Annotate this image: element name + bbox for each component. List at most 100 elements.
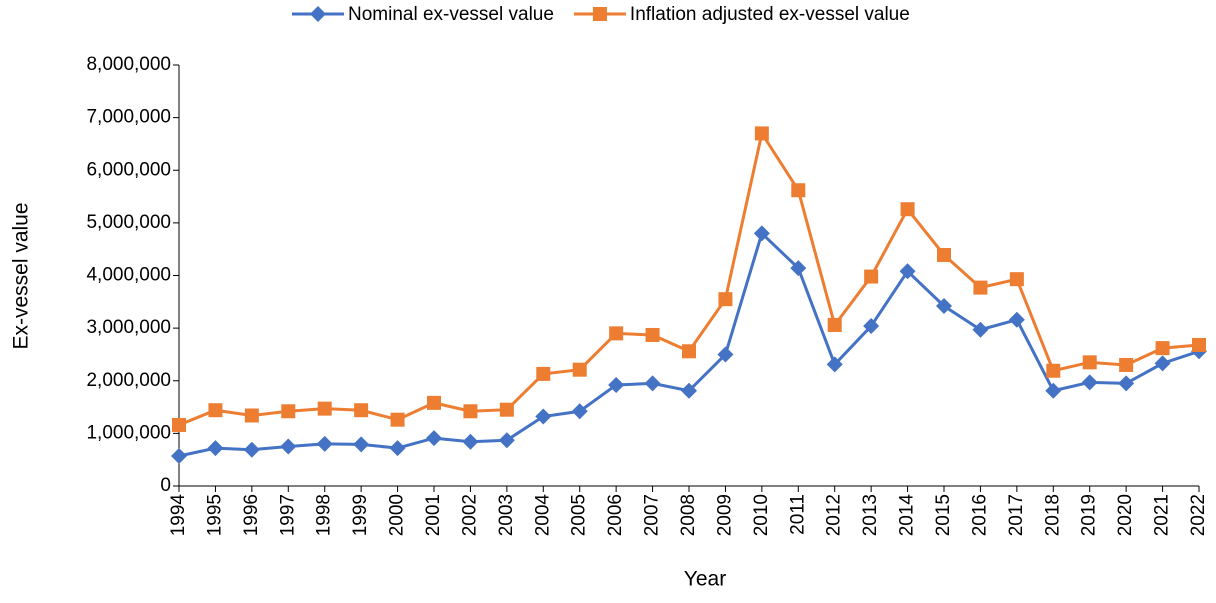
- y-tick-label: 6,000,000: [86, 159, 171, 180]
- y-tick-label: 8,000,000: [86, 54, 171, 75]
- x-tick-label: 2011: [787, 494, 808, 535]
- point: [718, 292, 733, 307]
- x-tick-label: 2013: [860, 494, 881, 536]
- point: [1154, 355, 1171, 372]
- x-tick-label: 2010: [751, 494, 772, 536]
- point: [208, 403, 223, 418]
- point: [390, 412, 405, 427]
- x-tick-label: 2018: [1042, 494, 1063, 536]
- point: [790, 260, 807, 277]
- point: [864, 269, 879, 284]
- x-tick-label: 2003: [496, 494, 517, 536]
- x-tick-label: 2016: [969, 494, 990, 536]
- y-tick-label: 4,000,000: [86, 265, 171, 286]
- point: [900, 202, 915, 217]
- point: [1119, 357, 1134, 372]
- legend: Nominal ex-vessel value Inflation adjuste…: [292, 4, 910, 25]
- point: [827, 317, 842, 332]
- x-tick-label: 2005: [569, 494, 590, 536]
- x-tick-label: 2000: [387, 494, 408, 536]
- legend-label: Inflation adjusted ex-vessel value: [630, 4, 910, 25]
- point: [462, 433, 479, 450]
- point: [754, 126, 769, 141]
- series-line: [178, 129, 1200, 427]
- point: [1046, 363, 1061, 378]
- legend-label: Nominal ex-vessel value: [348, 4, 554, 25]
- y-tick-label: 0: [160, 475, 171, 496]
- point: [1082, 355, 1097, 370]
- x-tick-label: 1994: [168, 494, 189, 537]
- point: [316, 435, 333, 452]
- y-tick-label: 2,000,000: [86, 370, 171, 391]
- y-tick-label: 5,000,000: [86, 212, 171, 233]
- y-tick-label: 7,000,000: [86, 107, 171, 128]
- x-tick-label: 2017: [1006, 494, 1027, 536]
- point: [353, 436, 370, 453]
- y-tick-label: 1,000,000: [86, 422, 171, 443]
- point: [1081, 374, 1098, 391]
- point: [427, 395, 441, 410]
- point: [1118, 375, 1135, 392]
- point: [171, 448, 187, 465]
- point: [571, 403, 588, 420]
- x-tick-label: 2007: [642, 494, 663, 536]
- x-tick-label: 2006: [605, 494, 626, 536]
- point: [389, 440, 406, 457]
- x-tick-label: 2022: [1188, 494, 1209, 536]
- point: [645, 327, 660, 342]
- point: [244, 408, 259, 423]
- point: [826, 356, 843, 373]
- x-axis-label: Year: [684, 568, 726, 591]
- x-tick-label: 2008: [678, 494, 699, 536]
- point: [498, 432, 515, 449]
- point: [207, 440, 224, 457]
- point: [354, 403, 369, 418]
- point: [317, 401, 332, 416]
- x-tick-label: 2015: [933, 494, 954, 536]
- point: [499, 402, 514, 417]
- point: [536, 366, 551, 381]
- point: [1192, 337, 1206, 352]
- legend-marker: [592, 7, 607, 21]
- x-tick-label: 2012: [824, 494, 845, 536]
- x-tick-label: 2021: [1152, 494, 1173, 536]
- x-tick-label: 2019: [1079, 494, 1100, 536]
- x-tick-label: 2009: [714, 494, 735, 536]
- point: [936, 298, 952, 315]
- point: [1009, 272, 1024, 287]
- x-tick-label: 1996: [241, 494, 262, 536]
- point: [243, 441, 260, 458]
- x-tick-label: 2004: [532, 494, 553, 537]
- point: [280, 438, 297, 455]
- legend-marker: [310, 6, 326, 22]
- point: [753, 225, 770, 242]
- point: [899, 263, 916, 280]
- point: [572, 362, 587, 377]
- point: [281, 404, 296, 419]
- x-tick-label: 1998: [314, 494, 335, 536]
- point: [426, 430, 442, 447]
- point: [609, 326, 624, 341]
- y-tick-label: 3,000,000: [86, 317, 171, 338]
- point: [1155, 341, 1170, 356]
- x-tick-label: 2001: [423, 494, 444, 536]
- point: [608, 376, 625, 393]
- point: [937, 247, 951, 262]
- point: [1045, 382, 1062, 399]
- x-tick-label: 1999: [350, 494, 371, 536]
- point: [644, 375, 661, 392]
- point: [463, 404, 478, 419]
- x-tick-label: 2014: [897, 494, 918, 537]
- point: [682, 344, 696, 359]
- y-axis-label: Ex-vessel value: [10, 202, 33, 349]
- x-tick-label: 1997: [277, 494, 298, 536]
- point: [1008, 311, 1025, 328]
- x-tick-label: 2020: [1115, 494, 1136, 536]
- point: [535, 408, 552, 425]
- point: [973, 280, 988, 295]
- point: [863, 318, 880, 335]
- point: [681, 382, 697, 399]
- x-tick-label: 2002: [459, 494, 480, 536]
- point: [791, 183, 806, 198]
